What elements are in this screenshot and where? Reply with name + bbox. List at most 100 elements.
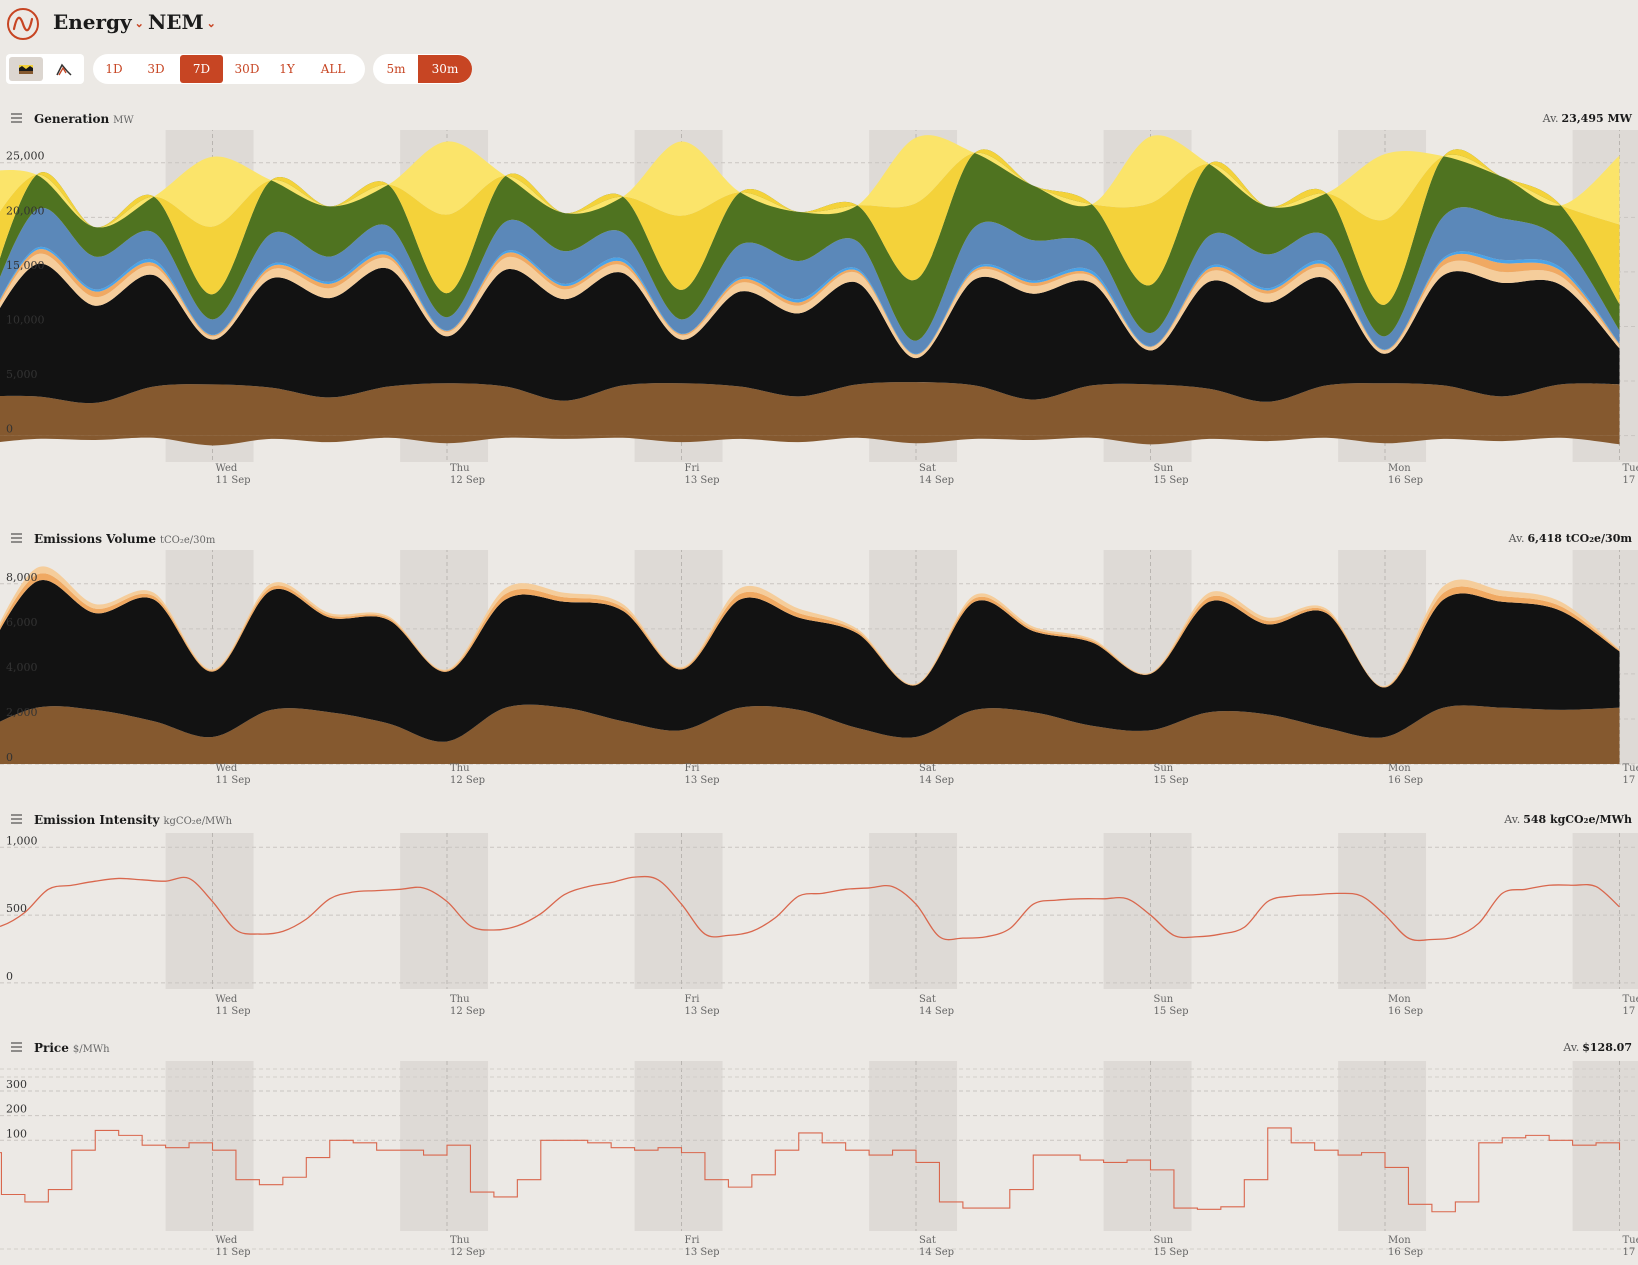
price-chart-header: Price $/MWh Av. $128.07 (0, 1041, 1638, 1057)
x-tick-date-label: 16 Sep (1388, 1006, 1423, 1017)
x-tick-date-label: 11 Sep (216, 475, 251, 486)
night-shade-band (869, 833, 957, 989)
x-tick-day-label: Fri (685, 763, 700, 774)
x-tick-date-label: 15 Sep (1154, 775, 1189, 786)
x-tick-day-label: Tue (1623, 994, 1638, 1005)
emission-intensity-title: Emission Intensity kgCO₂e/MWh (34, 813, 232, 827)
price-chart: 300200100Wed11 SepThu12 SepFri13 SepSat1… (0, 1059, 1638, 1265)
night-shade-band (1104, 833, 1192, 989)
chevron-down-icon: ⌄ (207, 17, 216, 30)
line-chart-icon (47, 57, 81, 81)
y-tick-label: 0 (6, 423, 13, 436)
night-shade-band (400, 1061, 488, 1231)
line-view-button[interactable] (47, 57, 81, 81)
range-7d-button[interactable]: 7D (180, 55, 223, 83)
y-tick-label: 6,000 (6, 616, 38, 629)
night-shade-band (1338, 833, 1426, 989)
top-bar: Energy ⌄ NEM ⌄ (0, 0, 1638, 48)
night-shade-band (1104, 1061, 1192, 1231)
x-tick-day-label: Thu (450, 994, 470, 1005)
x-tick-day-label: Thu (450, 1235, 470, 1246)
generation-chart-header: Generation MW Av. 23,495 MW (0, 112, 1638, 128)
x-tick-date-label: 14 Sep (919, 475, 954, 486)
hamburger-menu-icon[interactable] (11, 814, 22, 824)
x-tick-day-label: Mon (1388, 463, 1411, 474)
range-1d-button[interactable]: 1D (99, 55, 129, 83)
emissions-volume-title: Emissions Volume tCO₂e/30m (34, 532, 215, 546)
range-selector: 1D 3D 7D 30D 1Y ALL (93, 54, 365, 84)
night-shade-band (869, 1061, 957, 1231)
price-title: Price $/MWh (34, 1041, 110, 1055)
x-tick-date-label: 12 Sep (450, 475, 485, 486)
region-label: NEM (148, 10, 204, 34)
x-tick-date-label: 11 Sep (216, 1247, 251, 1258)
section-label: Energy (53, 10, 132, 34)
x-tick-date-label: 11 Sep (216, 1006, 251, 1017)
x-tick-day-label: Sat (919, 463, 936, 474)
open-electricity-logo-icon[interactable] (6, 7, 40, 41)
x-tick-date-label: 15 Sep (1154, 1006, 1189, 1017)
x-tick-day-label: Wed (216, 994, 238, 1005)
range-all-button[interactable]: ALL (311, 55, 355, 83)
x-tick-day-label: Tue (1623, 1235, 1638, 1246)
x-tick-day-label: Fri (685, 1235, 700, 1246)
generation-title: Generation MW (34, 112, 134, 126)
x-tick-date-label: 14 Sep (919, 775, 954, 786)
x-tick-day-label: Fri (685, 463, 700, 474)
section-select[interactable]: Energy ⌄ (53, 10, 144, 34)
x-tick-day-label: Sun (1154, 763, 1174, 774)
x-tick-day-label: Sun (1154, 994, 1174, 1005)
x-tick-date-label: 11 Sep (216, 775, 251, 786)
x-tick-day-label: Mon (1388, 763, 1411, 774)
generation-average: Av. 23,495 MW (1543, 112, 1632, 125)
y-tick-label: 0 (6, 970, 13, 983)
interval-30m-button[interactable]: 30m (418, 55, 472, 83)
emissions-volume-unit: tCO₂e/30m (160, 535, 215, 546)
hamburger-menu-icon[interactable] (11, 1042, 22, 1052)
y-tick-label: 100 (6, 1127, 27, 1140)
x-tick-date-label: 16 Sep (1388, 775, 1423, 786)
night-shade-band (400, 833, 488, 989)
night-shade-band (1573, 833, 1638, 989)
region-select[interactable]: NEM ⌄ (148, 10, 216, 34)
range-3d-button[interactable]: 3D (141, 55, 171, 83)
emission-intensity-average: Av. 548 kgCO₂e/MWh (1504, 813, 1632, 826)
view-toggle-group (6, 54, 84, 84)
y-tick-label: 15,000 (6, 259, 45, 272)
emissions-volume-average: Av. 6,418 tCO₂e/30m (1509, 532, 1632, 545)
x-tick-date-label: 17 Sep (1623, 475, 1638, 486)
emission-intensity-chart-header: Emission Intensity kgCO₂e/MWh Av. 548 kgCO… (0, 813, 1638, 829)
y-tick-label: 500 (6, 902, 27, 915)
range-1y-button[interactable]: 1Y (272, 55, 302, 83)
chart-view-button[interactable] (9, 57, 43, 81)
y-tick-label: 2,000 (6, 706, 38, 719)
x-tick-day-label: Sun (1154, 1235, 1174, 1246)
x-tick-date-label: 14 Sep (919, 1006, 954, 1017)
x-tick-day-label: Thu (450, 463, 470, 474)
x-tick-day-label: Sat (919, 1235, 936, 1246)
x-tick-day-label: Sun (1154, 463, 1174, 474)
price-average: Av. $128.07 (1563, 1041, 1632, 1054)
x-tick-date-label: 16 Sep (1388, 475, 1423, 486)
x-tick-date-label: 13 Sep (685, 1247, 720, 1258)
interval-5m-button[interactable]: 5m (377, 55, 415, 83)
toolbar: 1D 3D 7D 30D 1Y ALL 5m 30m (0, 54, 1638, 84)
y-tick-label: 8,000 (6, 571, 38, 584)
emissions-volume-chart-header: Emissions Volume tCO₂e/30m Av. 6,418 tCO₂e… (0, 532, 1638, 548)
x-tick-day-label: Thu (450, 763, 470, 774)
y-tick-label: 200 (6, 1103, 27, 1116)
x-tick-date-label: 13 Sep (685, 475, 720, 486)
night-shade-band (1573, 1061, 1638, 1231)
x-tick-date-label: 16 Sep (1388, 1247, 1423, 1258)
x-tick-day-label: Wed (216, 1235, 238, 1246)
night-shade-band (166, 833, 254, 989)
x-tick-date-label: 13 Sep (685, 1006, 720, 1017)
y-tick-label: 1,000 (6, 834, 38, 847)
x-tick-day-label: Sat (919, 763, 936, 774)
x-tick-day-label: Wed (216, 763, 238, 774)
stacked-chart-icon (9, 57, 43, 81)
hamburger-menu-icon[interactable] (11, 533, 22, 543)
range-30d-button[interactable]: 30D (230, 55, 264, 83)
hamburger-menu-icon[interactable] (11, 113, 22, 123)
